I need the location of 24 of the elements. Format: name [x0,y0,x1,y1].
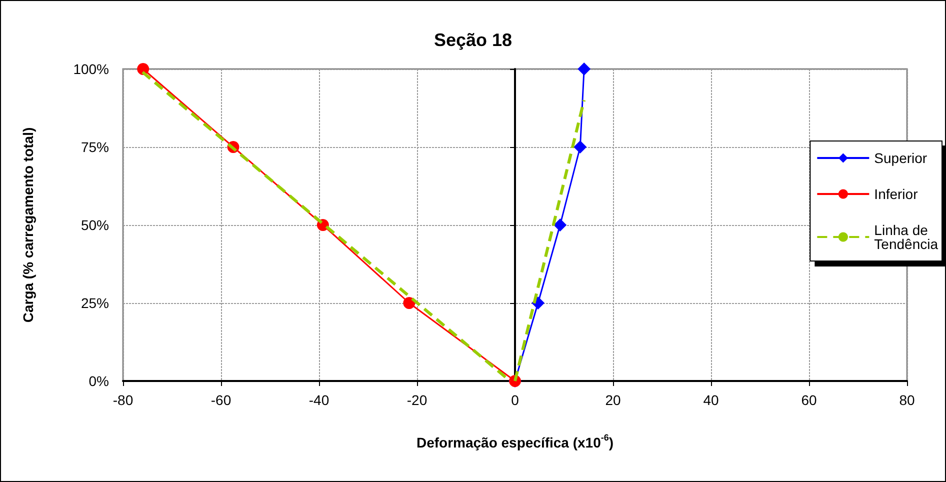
point [554,218,567,232]
x-tick-label: 80 [899,392,915,408]
x-tick-label: -20 [406,392,428,408]
point [574,140,587,154]
x-tick-label: 20 [605,392,621,408]
y-tick-label: 25% [80,295,109,311]
x-tick-label: -60 [210,392,232,408]
x-tick-label: 0 [511,392,520,408]
x-tick-label: 40 [703,392,719,408]
chart-title: Seção 18 [434,30,512,50]
x-tick-label: -80 [112,392,134,408]
legend-label: Superior [874,150,928,166]
x-tick-label: -40 [308,392,330,408]
y-tick-label: 75% [80,139,109,155]
legend-label: Inferior [874,186,918,202]
point [137,63,150,75]
y-tick-label: 0% [88,373,109,389]
x-tick-label: 60 [801,392,817,408]
point [578,62,591,76]
y-tick-label: 50% [80,217,109,233]
legend-label: Linha de Tendência [874,222,938,252]
point [403,297,416,309]
y-axis-title: Carga (% carregamento total) [20,127,36,323]
y-tick-label: 100% [73,61,109,77]
